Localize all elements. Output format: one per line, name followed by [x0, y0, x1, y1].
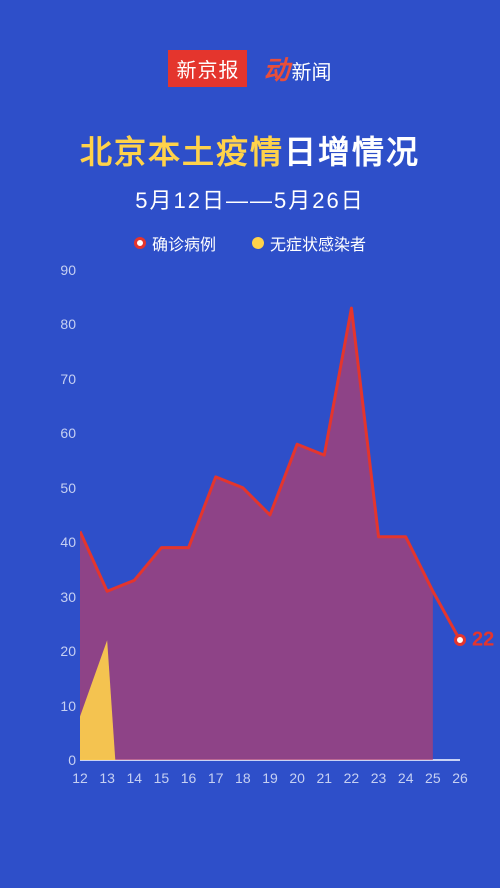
y-tick: 0 — [50, 752, 76, 768]
x-tick: 24 — [398, 770, 414, 786]
end-value-label: 22 — [472, 629, 494, 652]
end-marker-icon — [454, 634, 466, 646]
x-tick: 19 — [262, 770, 278, 786]
x-tick: 23 — [371, 770, 387, 786]
y-tick: 80 — [50, 316, 76, 332]
x-tick: 26 — [452, 770, 468, 786]
legend-label-asymptomatic: 无症状感染者 — [270, 231, 366, 255]
area-confirmed — [80, 308, 433, 760]
x-tick: 22 — [344, 770, 360, 786]
series-svg — [80, 270, 460, 760]
logo-dong-glyph: 动 — [263, 50, 289, 87]
x-tick: 20 — [289, 770, 305, 786]
legend: 确诊病例 无症状感染者 — [0, 231, 500, 255]
x-tick: 16 — [181, 770, 197, 786]
x-tick: 17 — [208, 770, 224, 786]
title-part-1: 北京本土疫情 — [80, 134, 284, 170]
y-tick: 20 — [50, 643, 76, 659]
x-tick: 18 — [235, 770, 251, 786]
y-tick: 70 — [50, 371, 76, 387]
header-logos: 新京报 动 新闻 — [0, 0, 500, 87]
chart: 0102030405060708090121314151617181920212… — [50, 270, 465, 800]
legend-dot-confirmed-icon — [134, 237, 146, 249]
y-tick: 30 — [50, 589, 76, 605]
legend-item-asymptomatic: 无症状感染者 — [252, 231, 366, 255]
plot-area: 0102030405060708090121314151617181920212… — [80, 270, 460, 760]
legend-label-confirmed: 确诊病例 — [152, 231, 216, 255]
y-tick: 50 — [50, 480, 76, 496]
logo-xinwen-text: 新闻 — [292, 56, 332, 85]
legend-item-confirmed: 确诊病例 — [134, 231, 216, 255]
legend-dot-asymptomatic-icon — [252, 237, 264, 249]
y-tick: 10 — [50, 698, 76, 714]
title-part-2: 日增情况 — [284, 134, 420, 170]
chart-title: 北京本土疫情日增情况 — [0, 127, 500, 173]
x-tick: 12 — [72, 770, 88, 786]
y-tick: 40 — [50, 534, 76, 550]
x-tick: 15 — [154, 770, 170, 786]
x-tick: 14 — [126, 770, 142, 786]
y-tick: 90 — [50, 262, 76, 278]
y-tick: 60 — [50, 425, 76, 441]
x-tick: 13 — [99, 770, 115, 786]
logo-xinjingbao: 新京报 — [168, 50, 247, 87]
title-block: 北京本土疫情日增情况 5月12日——5月26日 — [0, 127, 500, 215]
x-tick: 21 — [316, 770, 332, 786]
logo-dongxinwen: 动 新闻 — [263, 50, 331, 87]
x-tick: 25 — [425, 770, 441, 786]
chart-subtitle: 5月12日——5月26日 — [0, 183, 500, 215]
